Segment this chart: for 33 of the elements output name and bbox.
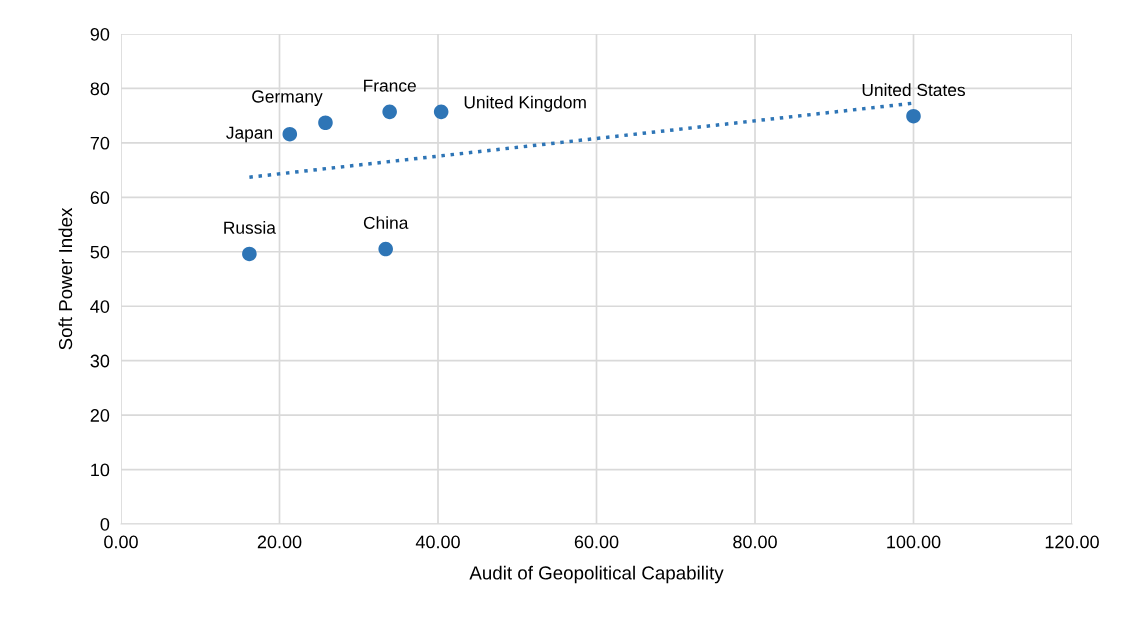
y-tick-label: 40 bbox=[90, 300, 110, 313]
x-tick-label: 80.00 bbox=[733, 535, 777, 549]
y-tick-label: 30 bbox=[90, 354, 110, 368]
x-tick-label: 120.00 bbox=[1045, 535, 1099, 549]
x-tick-label: 20.00 bbox=[257, 535, 302, 549]
y-tick-label: 50 bbox=[90, 245, 110, 259]
y-tick-label: 20 bbox=[90, 409, 110, 422]
annotation: United Kingdom bbox=[464, 95, 586, 112]
x-tick-label: 0.00 bbox=[104, 535, 138, 549]
annotation: China bbox=[363, 216, 409, 229]
y-tick-label: 70 bbox=[90, 136, 110, 150]
x-tick-label: 100.00 bbox=[887, 535, 941, 549]
point bbox=[242, 246, 257, 262]
annotation: United States bbox=[862, 83, 965, 97]
point bbox=[378, 241, 393, 257]
point bbox=[906, 108, 921, 124]
y-axis-title: Soft Power Index bbox=[58, 207, 73, 350]
annotation: Russia bbox=[224, 221, 276, 234]
y-tick-label: 60 bbox=[90, 191, 110, 205]
annotation: Germany bbox=[252, 90, 323, 107]
x-tick-label: 40.00 bbox=[415, 535, 460, 549]
point bbox=[433, 104, 449, 120]
point bbox=[382, 104, 397, 120]
point bbox=[318, 115, 333, 131]
y-tick-label: 10 bbox=[91, 463, 110, 477]
annotation: Japan bbox=[226, 126, 273, 143]
y-tick-label: 90 bbox=[90, 27, 110, 41]
annotation: France bbox=[364, 79, 416, 92]
y-tick-label: 80 bbox=[90, 82, 110, 96]
y-tick-label: 0 bbox=[100, 517, 110, 531]
point bbox=[282, 126, 298, 142]
x-tick-label: 60.00 bbox=[574, 535, 619, 549]
x-axis-title: Audit of Geopolitical Capability bbox=[469, 565, 724, 584]
